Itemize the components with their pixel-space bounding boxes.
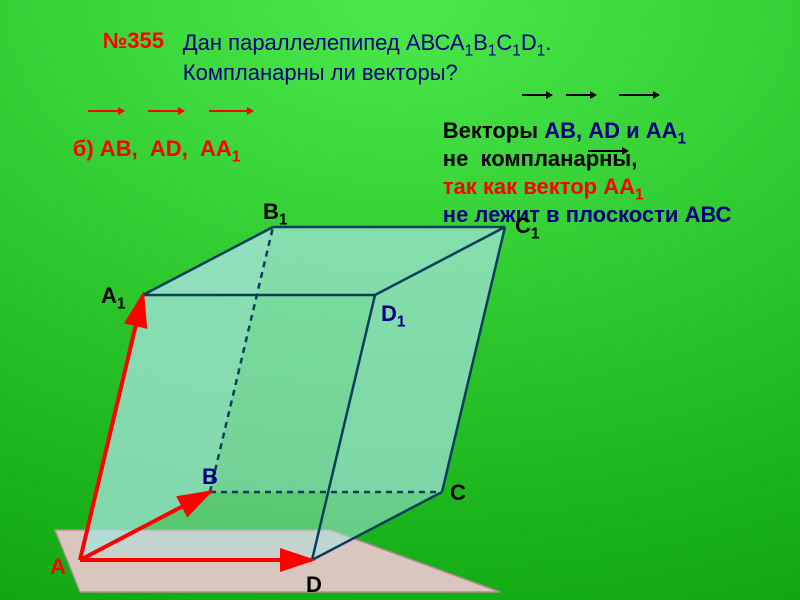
vertex-label: D1 <box>381 301 405 331</box>
vertex-label: D <box>306 572 322 598</box>
vertex-label: В1 <box>263 199 287 229</box>
vertex-label: С1 <box>515 213 539 243</box>
vertex-label: А <box>50 554 66 580</box>
vertex-label: В <box>202 464 218 490</box>
vertex-label: А1 <box>101 283 125 313</box>
slide: №355 Дан параллелепипед АВСА1В1С1D1. Ком… <box>0 0 800 600</box>
vertex-label: С <box>450 480 466 506</box>
